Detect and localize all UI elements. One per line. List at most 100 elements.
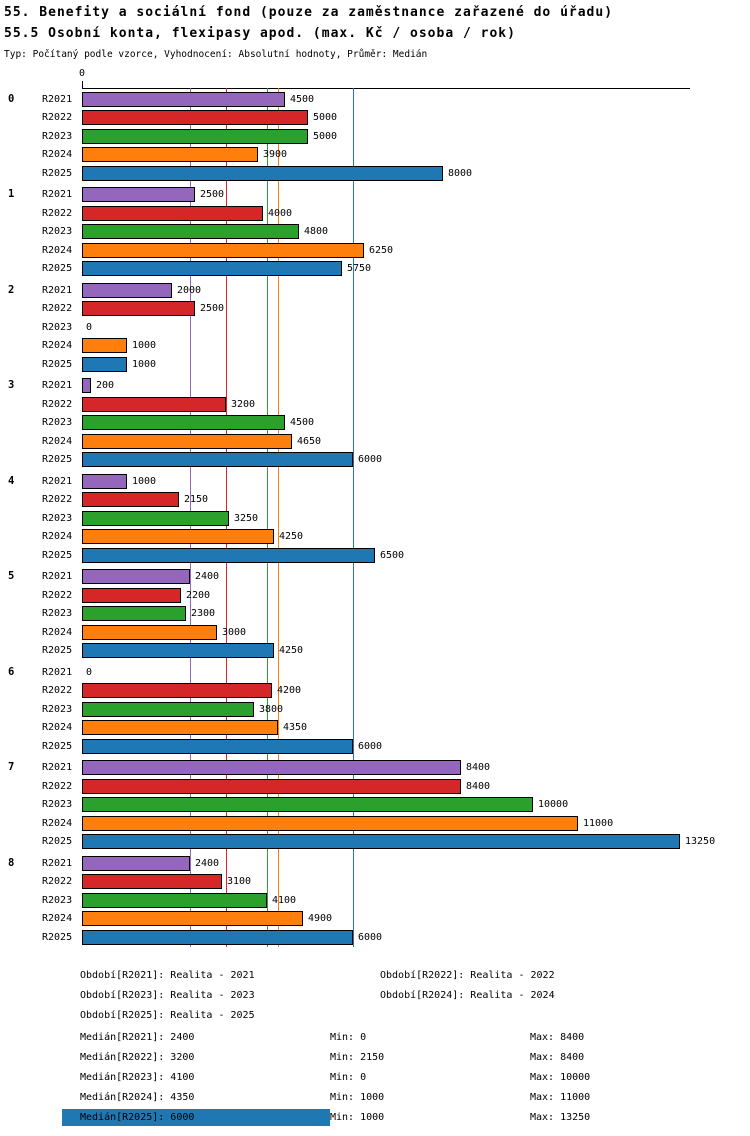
- stat-median-3: Medián[R2023]: 4100: [80, 1072, 195, 1083]
- series-label: R2023: [42, 130, 73, 142]
- bar-row: R2022 2150: [0, 491, 750, 510]
- series-label: R2022: [42, 780, 73, 792]
- legend-item-5: Období[R2025]: Realita - 2025: [80, 1010, 255, 1021]
- bar-value-label: 6250: [369, 244, 394, 256]
- series-label: R2022: [42, 876, 73, 887]
- bar-R2025: [82, 738, 353, 754]
- bar-group-6: 6 R2021 0 R2022 4200 R2023 3800 R2024 4350 R2025 6…: [0, 663, 750, 756]
- bar-row: R2023 3800: [0, 700, 750, 719]
- stat-row-highlight: [62, 1109, 330, 1126]
- bar-value-label: 6500: [380, 549, 405, 561]
- bar-row: R2023 10000: [0, 796, 750, 815]
- bar-row: 8 R2021 2400: [0, 854, 750, 873]
- bar-R2021: [82, 91, 285, 107]
- bar-value-label: 2500: [200, 189, 225, 200]
- bar-row: R2025 6000: [0, 928, 750, 947]
- bar-value-label: 4000: [268, 207, 293, 219]
- series-label: R2021: [42, 571, 73, 582]
- bar-value-label: 8000: [448, 167, 473, 179]
- bar-value-label: 3900: [263, 149, 288, 160]
- series-label: R2023: [42, 512, 73, 524]
- bar-R2021: [82, 855, 190, 871]
- group-label: 8: [8, 856, 15, 869]
- bar-value-label: 3250: [234, 512, 259, 524]
- group-label: 1: [8, 188, 15, 200]
- stat-min-4: Min: 1000: [330, 1092, 385, 1103]
- bar-value-label: 2000: [177, 284, 202, 296]
- series-label: R2022: [42, 112, 73, 123]
- bar-R2025: [82, 547, 375, 563]
- series-label: R2021: [42, 189, 73, 200]
- bar-value-label: 4200: [277, 685, 302, 696]
- stat-min-3: Min: 0: [330, 1072, 367, 1083]
- bar-value-label: 11000: [583, 817, 614, 829]
- bar-value-label: 4900: [308, 913, 333, 924]
- group-label: 4: [8, 474, 15, 487]
- series-label: R2024: [42, 340, 73, 351]
- stat-min-2: Min: 2150: [330, 1052, 385, 1063]
- bar-group-7: 7 R2021 8400 R2022 8400 R2023 10000 R2024 11000 R…: [0, 759, 750, 852]
- series-label: R2022: [42, 494, 73, 505]
- bar-R2023: [82, 415, 285, 430]
- bar-row: R2024 4250: [0, 528, 750, 547]
- bar-group-1: 1 R2021 2500 R2022 4000 R2023 4800 R2024 6250 R20…: [0, 186, 750, 279]
- series-label: R2022: [42, 398, 73, 410]
- bar-R2024: [82, 529, 274, 544]
- bar-value-label: 0: [86, 321, 93, 333]
- bar-row: R2024 1000: [0, 337, 750, 356]
- series-label: R2025: [42, 358, 73, 370]
- bar-R2022: [82, 205, 263, 221]
- bar-row: R2022 8400: [0, 777, 750, 796]
- series-label: R2023: [42, 226, 73, 237]
- bar-value-label: 2400: [195, 571, 220, 582]
- bar-row: R2023 4800: [0, 223, 750, 242]
- bar-row: R2024 3000: [0, 623, 750, 642]
- bar-row: R2025 6000: [0, 451, 750, 470]
- bar-row: R2022 4000: [0, 204, 750, 223]
- bar-row: 2 R2021 2000: [0, 281, 750, 300]
- series-label: R2021: [42, 380, 73, 391]
- bar-chart: 0 R2021 4500 R2022 5000 R2023 5000 R2024 3900 R20…: [0, 88, 750, 947]
- bar-group-4: 4 R2021 1000 R2022 2150 R2023 3250 R2024 4250 R20…: [0, 472, 750, 565]
- stat-min-5: Min: 1000: [330, 1112, 385, 1123]
- series-label: R2022: [42, 207, 73, 219]
- group-label: 2: [8, 283, 15, 296]
- report-title-line2: 55.5 Osobní konta, flexipasy apod. (max.…: [4, 26, 516, 41]
- bar-group-3: 3 R2021 200 R2022 3200 R2023 4500 R2024 4650 R202…: [0, 377, 750, 470]
- bar-R2023: [82, 224, 299, 239]
- series-label: R2024: [42, 435, 73, 447]
- bar-row: R2025 6500: [0, 546, 750, 565]
- bar-row: 3 R2021 200: [0, 377, 750, 396]
- bar-R2024: [82, 720, 278, 735]
- bar-value-label: 1000: [132, 475, 157, 487]
- bar-row: R2024 4900: [0, 910, 750, 929]
- stat-max-4: Max: 11000: [530, 1092, 591, 1103]
- bar-R2025: [82, 261, 342, 276]
- series-label: R2022: [42, 303, 73, 314]
- bar-R2024: [82, 624, 217, 640]
- bar-value-label: 3000: [222, 626, 247, 638]
- bar-R2022: [82, 587, 181, 603]
- series-label: R2023: [42, 321, 73, 333]
- bar-R2024: [82, 433, 292, 449]
- bar-row: 0 R2021 4500: [0, 90, 750, 109]
- stat-median-5: Medián[R2025]: 6000: [80, 1112, 195, 1123]
- bar-R2022: [82, 110, 308, 125]
- group-label: 7: [8, 761, 15, 773]
- series-label: R2021: [42, 475, 73, 487]
- bar-value-label: 2300: [191, 608, 216, 619]
- series-label: R2024: [42, 149, 73, 160]
- bar-value-label: 3100: [227, 876, 252, 887]
- bar-R2025: [82, 165, 443, 181]
- bar-R2024: [82, 338, 127, 353]
- bar-row: 5 R2021 2400: [0, 568, 750, 587]
- bar-row: R2022 2200: [0, 586, 750, 605]
- bar-value-label: 8400: [466, 762, 491, 773]
- series-label: R2025: [42, 454, 73, 465]
- bar-value-label: 3800: [259, 703, 284, 715]
- bar-row: R2025 5750: [0, 260, 750, 279]
- stat-max-5: Max: 13250: [530, 1112, 591, 1123]
- legend-item-2: Období[R2022]: Realita - 2022: [380, 970, 555, 981]
- stat-max-2: Max: 8400: [530, 1052, 585, 1063]
- bar-row: R2023 4100: [0, 891, 750, 910]
